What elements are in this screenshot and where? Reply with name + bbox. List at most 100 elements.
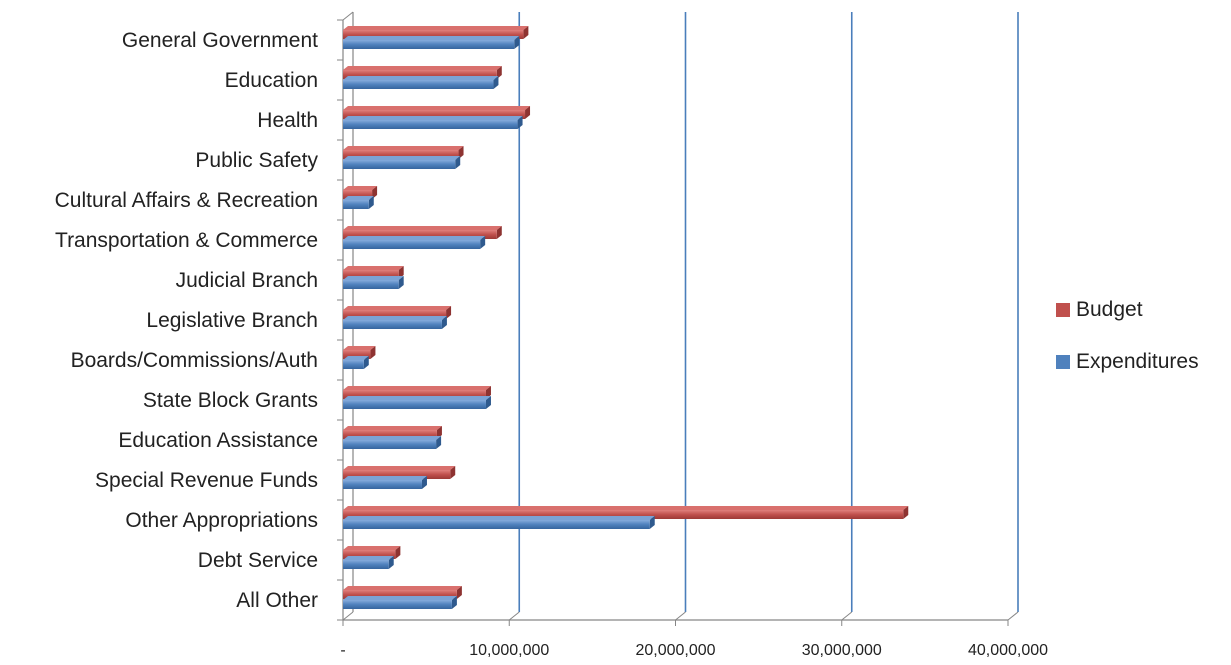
- bar-expenditures-boards-commissions-auth: [343, 356, 369, 369]
- bar-end-face: [523, 26, 529, 39]
- bar-end-face: [456, 586, 462, 599]
- bar-budget-education-assistance: [343, 426, 442, 439]
- bar-end-face: [455, 156, 461, 169]
- bar-top-face: [343, 356, 369, 360]
- category-label-legislative-branch: Legislative Branch: [146, 309, 318, 332]
- bars: [343, 26, 909, 609]
- bar-end-face: [485, 396, 491, 409]
- bar-top-face: [343, 386, 491, 390]
- bar-end-face: [480, 236, 486, 249]
- bar-top-face: [343, 396, 491, 400]
- bar-expenditures-debt-service: [343, 556, 394, 569]
- category-label-other-appropriations: Other Appropriations: [125, 509, 318, 532]
- x-tick-label-3: 30,000,000: [802, 642, 882, 659]
- bar-end-face: [485, 386, 491, 399]
- floor-line-1: [508, 611, 520, 621]
- legend: Budget Expenditures: [1056, 296, 1226, 400]
- bar-top-face: [343, 266, 404, 270]
- category-labels: General Government Education Health Public …: [55, 29, 319, 612]
- legend-swatch-expenditures: [1056, 355, 1070, 369]
- category-label-education-assistance: Education Assistance: [118, 429, 318, 452]
- legend-label-budget: Budget: [1076, 298, 1143, 321]
- bar-budget-all-other: [343, 586, 462, 599]
- bar-front-face: [343, 550, 396, 559]
- bar-end-face: [372, 186, 378, 199]
- bar-top-face: [343, 276, 404, 280]
- bar-top-face: [343, 316, 447, 320]
- bar-expenditures-other-appropriations: [343, 516, 655, 529]
- bar-budget-boards-commissions-auth: [343, 346, 376, 359]
- bar-top-face: [343, 116, 523, 120]
- bar-expenditures-health: [343, 116, 523, 129]
- bar-end-face: [436, 426, 442, 439]
- bar-budget-public-safety: [343, 146, 464, 159]
- bar-expenditures-special-revenue-funds: [343, 476, 427, 489]
- legend-item-expenditures[interactable]: Expenditures: [1056, 348, 1226, 376]
- x-tick-labels: - 10,000,000 20,000,000 30,000,000 40,000,00…: [340, 642, 1048, 659]
- bar-expenditures-cultural-affairs-recreation: [343, 196, 374, 209]
- bar-front-face: [343, 80, 494, 89]
- floor-line-3: [841, 611, 853, 621]
- bar-end-face: [363, 356, 369, 369]
- bar-top-face: [343, 106, 531, 110]
- category-label-transportation-commerce: Transportation & Commerce: [55, 229, 318, 252]
- bar-top-face: [343, 66, 502, 70]
- bar-end-face: [421, 476, 427, 489]
- category-label-general-government: General Government: [122, 29, 318, 52]
- bar-end-face: [517, 116, 523, 129]
- bar-top-face: [343, 506, 909, 510]
- bar-expenditures-general-government: [343, 36, 520, 49]
- bar-end-face: [903, 506, 909, 519]
- legend-swatch-budget: [1056, 303, 1070, 317]
- category-label-special-revenue-funds: Special Revenue Funds: [95, 469, 318, 492]
- bar-top-face: [343, 76, 499, 80]
- bar-end-face: [398, 266, 404, 279]
- bar-front-face: [343, 310, 447, 319]
- category-label-state-block-grants: State Block Grants: [143, 389, 318, 412]
- floor-line-2: [675, 611, 686, 621]
- bar-top-face: [343, 146, 464, 150]
- category-label-public-safety: Public Safety: [195, 149, 318, 172]
- floor-line-4: [1007, 611, 1019, 621]
- bar-front-face: [343, 40, 515, 49]
- legend-item-budget[interactable]: Budget: [1056, 296, 1226, 324]
- bar-front-face: [343, 360, 364, 369]
- bar-end-face: [458, 146, 464, 159]
- category-label-cultural-affairs-recreation: Cultural Affairs & Recreation: [55, 189, 318, 212]
- bar-top-face: [343, 346, 376, 350]
- bar-budget-health: [343, 106, 531, 119]
- bar-front-face: [343, 200, 369, 209]
- bar-top-face: [343, 466, 456, 470]
- bar-front-face: [343, 160, 456, 169]
- bar-front-face: [343, 110, 526, 119]
- bar-budget-state-block-grants: [343, 386, 491, 399]
- bar-front-face: [343, 470, 451, 479]
- bar-budget-education: [343, 66, 502, 79]
- bar-top-face: [343, 476, 427, 480]
- bar-end-face: [395, 546, 401, 559]
- bar-top-face: [343, 186, 378, 190]
- bar-front-face: [343, 240, 481, 249]
- bar-budget-judicial-branch: [343, 266, 404, 279]
- x-tick-label-4: 40,000,000: [968, 642, 1048, 659]
- bar-front-face: [343, 230, 497, 239]
- bar-end-face: [436, 436, 442, 449]
- legend-label-expenditures: Expenditures: [1076, 350, 1199, 373]
- bar-front-face: [343, 190, 373, 199]
- bar-front-face: [343, 520, 650, 529]
- category-label-debt-service: Debt Service: [198, 549, 318, 572]
- bar-end-face: [398, 276, 404, 289]
- bar-end-face: [496, 66, 502, 79]
- bar-budget-other-appropriations: [343, 506, 909, 519]
- bar-end-face: [388, 556, 394, 569]
- category-label-all-other: All Other: [236, 589, 318, 612]
- bar-expenditures-public-safety: [343, 156, 461, 169]
- bar-end-face: [441, 316, 447, 329]
- bar-front-face: [343, 150, 459, 159]
- x-axis-floor-edge: [342, 611, 354, 621]
- bar-front-face: [343, 70, 497, 79]
- bar-front-face: [343, 400, 486, 409]
- bar-budget-legislative-branch: [343, 306, 452, 319]
- bar-front-face: [343, 390, 486, 399]
